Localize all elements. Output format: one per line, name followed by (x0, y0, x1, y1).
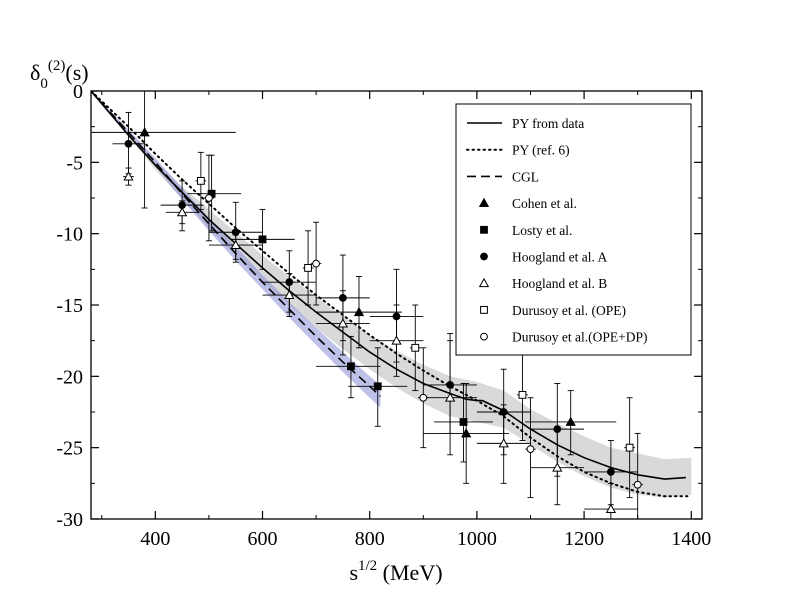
y-axis-title: δ0(2)(s) (30, 58, 89, 92)
legend-marker (480, 306, 488, 314)
point-layer (91, 91, 644, 519)
x-tick-label: 1000 (457, 528, 497, 550)
y-tick-label: -10 (56, 224, 83, 246)
data-point-losty-et-al-2 (347, 362, 355, 371)
y-tick-label: -30 (56, 509, 83, 531)
x-tick-label: 1200 (564, 528, 604, 550)
data-point-losty-et-al-3 (373, 382, 382, 391)
data-point-durusoy-et-al-ope-3 (518, 390, 527, 399)
data-point-hoogland-et-al-b-7 (498, 438, 509, 448)
legend-label: Cohen et al. (512, 196, 577, 211)
data-point-hoogland-et-al-a-0 (124, 139, 133, 148)
legend-label: Hoogland et al. B (512, 276, 607, 291)
data-point-cohen-et-al-0 (139, 127, 150, 137)
y-tick-label: 0 (73, 81, 83, 103)
y-tick-label: -25 (56, 438, 83, 460)
legend-item-durusoy-et-al-ope-dp: Durusoy et al.(OPE+DP) (480, 330, 647, 345)
data-point-hoogland-et-al-b-3 (284, 289, 295, 299)
tick-layer: 400 600 800 1000 1200 1400 0 -5 -10 -15 -20 -25 -30 (56, 81, 711, 550)
x-tick-label: 400 (140, 528, 170, 550)
legend-label: Losty et al. (512, 223, 572, 238)
legend-box (455, 103, 692, 356)
data-point-hoogland-et-al-b-1 (176, 206, 188, 217)
data-point-cohen-et-al-3 (565, 416, 576, 426)
legend-item-hoogland-et-al-a: Hoogland et al. A (480, 250, 607, 265)
series-durusoy-et-al-ope (195, 151, 636, 499)
data-point-hoogland-et-al-b-8 (552, 462, 563, 472)
data-point-hoogland-et-al-b-0 (123, 171, 134, 181)
legend-label: Durusoy et al.(OPE+DP) (512, 330, 647, 345)
legend: PY from data PY (ref. 6) CGL Cohen et al. Lo… (455, 103, 692, 356)
legend-marker (480, 332, 488, 341)
series-durusoy-et-al-ope-dp (203, 154, 644, 519)
data-point-durusoy-et-al-ope-dp-3 (526, 445, 535, 453)
data-point-cohen-et-al-2 (461, 428, 472, 438)
data-point-durusoy-et-al-ope-dp-4 (633, 480, 642, 489)
x-tick-label: 800 (355, 528, 385, 550)
legend-label: PY from data (512, 116, 584, 131)
legend-label: Durusoy et al. (OPE) (512, 303, 626, 318)
legend-marker (478, 277, 490, 288)
data-point-cohen-et-al-1 (353, 306, 365, 317)
legend-item-py-from-data: PY from data (467, 116, 584, 131)
data-point-durusoy-et-al-ope-dp-1 (312, 259, 321, 268)
data-point-hoogland-et-al-b-2 (230, 239, 241, 250)
x-tick-label: 1400 (671, 528, 711, 550)
py-uncertainty-band (91, 91, 692, 498)
data-point-hoogland-et-al-a-9 (606, 468, 615, 476)
legend-item-durusoy-et-al-ope: Durusoy et al. (OPE) (480, 303, 626, 318)
legend-item-cohen-et-al: Cohen et al. (478, 196, 577, 211)
series-hoogland-et-al-b (123, 167, 638, 519)
data-point-durusoy-et-al-ope-dp-0 (205, 194, 213, 202)
line-cgl (91, 91, 381, 397)
legend-label: CGL (512, 169, 539, 184)
y-tick-label: -15 (56, 295, 83, 317)
x-axis-title-text: s1/2 (MeV) (349, 558, 442, 585)
data-point-durusoy-et-al-ope-0 (196, 176, 205, 185)
x-axis-title: s1/2 (MeV) (349, 558, 442, 585)
data-point-hoogland-et-al-b-6 (444, 392, 456, 402)
data-point-durusoy-et-al-ope-1 (304, 264, 312, 272)
y-tick-label: -20 (56, 366, 83, 388)
legend-label: PY (ref. 6) (512, 143, 570, 158)
legend-item-py-ref-6: PY (ref. 6) (466, 143, 570, 158)
data-point-durusoy-et-al-ope-dp-2 (419, 393, 428, 402)
series-cohen-et-al (91, 91, 617, 484)
series-losty-et-al (187, 154, 493, 463)
legend-item-cgl: CGL (467, 169, 539, 184)
y-axis-title-text: δ0(2)(s) (30, 58, 89, 92)
legend-item-hoogland-et-al-b: Hoogland et al. B (478, 276, 607, 291)
data-point-losty-et-al-4 (459, 418, 468, 426)
data-point-losty-et-al-1 (258, 235, 267, 244)
legend-label: Hoogland et al. A (512, 250, 607, 265)
legend-marker (478, 197, 490, 208)
x-tick-label: 600 (248, 528, 278, 550)
data-point-durusoy-et-al-ope-4 (625, 443, 634, 452)
legend-item-losty-et-al: Losty et al. (480, 223, 572, 238)
data-point-durusoy-et-al-ope-2 (411, 343, 420, 352)
data-point-hoogland-et-al-b-4 (337, 318, 349, 328)
y-tick-label: -5 (66, 152, 83, 174)
legend-marker (480, 252, 488, 261)
legend-marker (480, 225, 488, 234)
data-point-hoogland-et-al-b-5 (391, 335, 402, 345)
data-point-hoogland-et-al-b-9 (605, 503, 617, 513)
